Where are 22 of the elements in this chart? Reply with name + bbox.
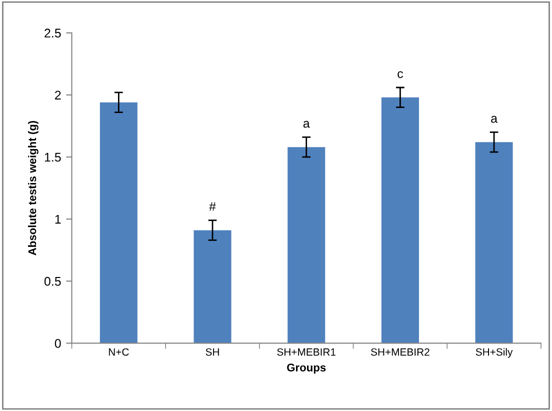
y-tick-label: 1.5 <box>44 152 61 162</box>
x-axis-title: Groups <box>287 364 326 374</box>
bar <box>475 142 513 344</box>
y-tick-label: 2 <box>55 90 61 100</box>
annotation: a <box>491 116 498 123</box>
annotation: # <box>209 202 216 211</box>
y-tick-label: 0 <box>54 338 61 348</box>
annotation: a <box>303 120 310 128</box>
bar <box>288 147 326 344</box>
y-tick-label: 1 <box>55 214 61 224</box>
bar <box>100 102 138 344</box>
y-tick-label: 2.5 <box>44 28 61 38</box>
bar <box>381 97 419 344</box>
y-tick-label: 0.5 <box>44 276 61 286</box>
x-tick-label: SH+MEBIR1 <box>277 348 336 356</box>
x-tick-label: SH <box>206 348 219 356</box>
x-tick-label: SH+MEBIR2 <box>371 348 430 356</box>
y-axis-title: Absolute testis weight (g) <box>28 120 38 256</box>
x-tick-label: SH+Sily <box>476 348 513 358</box>
x-tick-label: N+C <box>108 348 129 356</box>
bar <box>194 230 232 344</box>
annotation: c <box>398 71 403 78</box>
